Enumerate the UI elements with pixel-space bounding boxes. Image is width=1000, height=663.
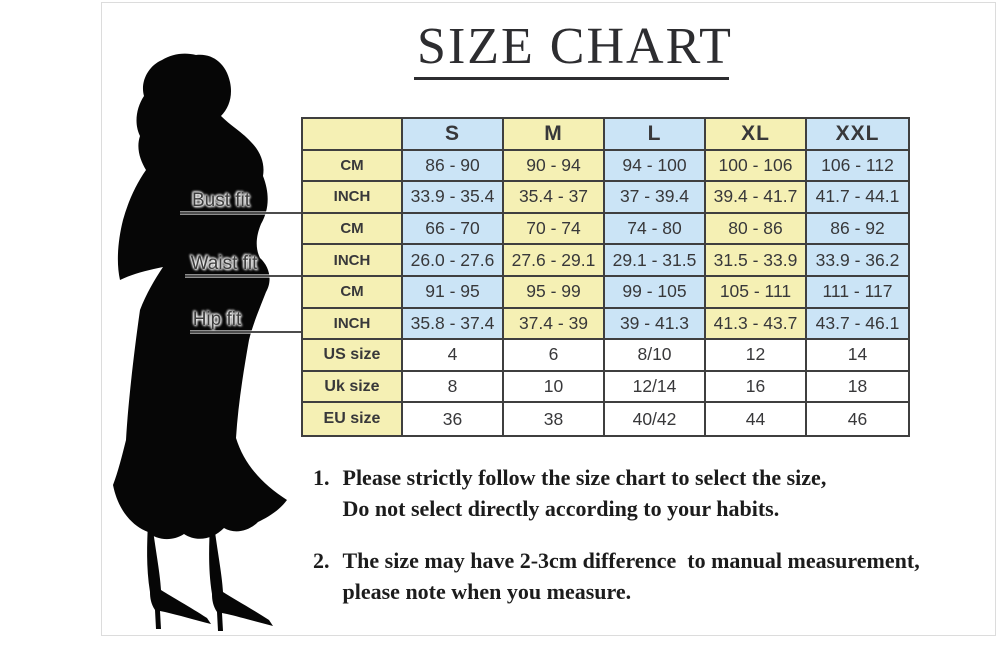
silhouette-body [113, 53, 287, 540]
cell-waist-cm-s: 66 - 70 [403, 213, 504, 246]
cell-us-l: 8/10 [605, 340, 706, 372]
title-underline [414, 77, 729, 80]
cell-bust-inch-l: 37 - 39.4 [605, 182, 706, 214]
col-header-l: L [605, 119, 706, 151]
cell-eu-xxl: 46 [807, 403, 908, 435]
cell-us-xl: 12 [706, 340, 807, 372]
waist-fit-leader-line [185, 275, 306, 277]
cell-us-s: 4 [403, 340, 504, 372]
cell-uk-xxl: 18 [807, 371, 908, 404]
note-2-line-2: please note when you measure. [342, 579, 632, 604]
cell-uk-s: 8 [403, 371, 504, 404]
bust-fit-leader-line [180, 212, 306, 214]
size-table: S M L XL XXL CM 86 - 90 90 - 94 94 - 100… [301, 117, 910, 437]
note-1-number: 1. [313, 465, 330, 490]
cell-us-m: 6 [504, 340, 605, 372]
cell-bust-cm-xxl: 106 - 112 [807, 150, 908, 183]
cell-waist-inch-l: 29.1 - 31.5 [605, 245, 706, 277]
hip-fit-leader-line [190, 331, 306, 333]
note-1-line-1: Please strictly follow the size chart to… [342, 465, 827, 490]
cell-hip-inch-xxl: 43.7 - 46.1 [807, 308, 908, 341]
cell-hip-inch-l: 39 - 41.3 [605, 308, 706, 341]
cell-bust-cm-m: 90 - 94 [504, 150, 605, 183]
row-header-us-size: US size [303, 340, 403, 372]
cell-bust-cm-xl: 100 - 106 [706, 150, 807, 183]
note-2-text: The size may have 2-3cm difference to ma… [343, 545, 920, 607]
cell-eu-m: 38 [504, 403, 605, 435]
note-2: 2. The size may have 2-3cm difference to… [313, 545, 920, 607]
silhouette-left-leg [147, 522, 211, 629]
cell-waist-inch-xxl: 33.9 - 36.2 [807, 245, 908, 277]
row-header-waist-inch: INCH [303, 245, 403, 277]
silhouette-right-leg [209, 524, 273, 631]
col-header-m: M [504, 119, 605, 151]
cell-hip-inch-s: 35.8 - 37.4 [403, 308, 504, 341]
cell-hip-cm-l: 99 - 105 [605, 276, 706, 309]
cell-waist-inch-s: 26.0 - 27.6 [403, 245, 504, 277]
cell-uk-l: 12/14 [605, 371, 706, 404]
waist-fit-label: Waist fit [190, 253, 258, 274]
note-1-line-2: Do not select directly according to your… [342, 496, 780, 521]
cell-hip-cm-xxl: 111 - 117 [807, 276, 908, 309]
note-2-number: 2. [313, 548, 330, 573]
cell-uk-xl: 16 [706, 371, 807, 404]
cell-bust-cm-s: 86 - 90 [403, 150, 504, 183]
cell-hip-cm-xl: 105 - 111 [706, 276, 807, 309]
cell-bust-inch-xl: 39.4 - 41.7 [706, 182, 807, 214]
cell-bust-inch-xxl: 41.7 - 44.1 [807, 182, 908, 214]
bust-fit-label: Bust fit [191, 190, 251, 211]
cell-uk-m: 10 [504, 371, 605, 404]
row-header-uk-size: Uk size [303, 371, 403, 404]
cell-waist-inch-xl: 31.5 - 33.9 [706, 245, 807, 277]
cell-hip-cm-m: 95 - 99 [504, 276, 605, 309]
woman-silhouette-image [113, 53, 287, 631]
cell-eu-l: 40/42 [605, 403, 706, 435]
hip-fit-label: Hip fit [192, 309, 242, 330]
col-header-xl: XL [706, 119, 807, 151]
col-header-xxl: XXL [807, 119, 908, 151]
cell-eu-xl: 44 [706, 403, 807, 435]
cell-eu-s: 36 [403, 403, 504, 435]
cell-bust-inch-m: 35.4 - 37 [504, 182, 605, 214]
cell-bust-cm-l: 94 - 100 [605, 150, 706, 183]
page-title: SIZE CHART [417, 18, 733, 75]
cell-waist-cm-l: 74 - 80 [605, 213, 706, 246]
note-1-text: Please strictly follow the size chart to… [343, 462, 827, 524]
row-header-bust-inch: INCH [303, 182, 403, 214]
cell-bust-inch-s: 33.9 - 35.4 [403, 182, 504, 214]
note-1: 1. Please strictly follow the size chart… [313, 462, 826, 524]
cell-hip-inch-m: 37.4 - 39 [504, 308, 605, 341]
cell-us-xxl: 14 [807, 340, 908, 372]
cell-waist-cm-m: 70 - 74 [504, 213, 605, 246]
cell-hip-cm-s: 91 - 95 [403, 276, 504, 309]
note-2-line-1: The size may have 2-3cm difference to ma… [342, 548, 920, 573]
cell-waist-cm-xl: 80 - 86 [706, 213, 807, 246]
cell-hip-inch-xl: 41.3 - 43.7 [706, 308, 807, 341]
cell-waist-cm-xxl: 86 - 92 [807, 213, 908, 246]
row-header-hip-inch: INCH [303, 308, 403, 341]
row-header-eu-size: EU size [303, 403, 403, 435]
row-header-hip-cm: CM [303, 276, 403, 309]
row-header-waist-cm: CM [303, 213, 403, 246]
table-corner-cell [303, 119, 403, 151]
row-header-bust-cm: CM [303, 150, 403, 183]
col-header-s: S [403, 119, 504, 151]
cell-waist-inch-m: 27.6 - 29.1 [504, 245, 605, 277]
